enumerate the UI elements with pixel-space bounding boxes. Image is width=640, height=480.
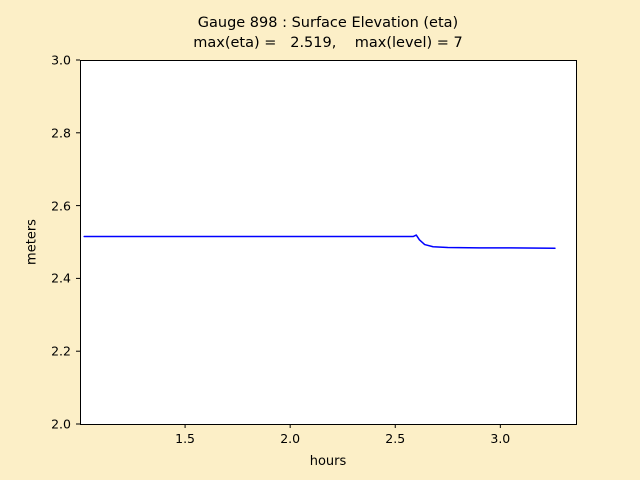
x-tick-label: 2.0 (280, 431, 301, 446)
y-tick-label: 3.0 (51, 52, 71, 68)
title-block: Gauge 898 : Surface Elevation (eta) max(… (80, 14, 576, 53)
chart-title: Gauge 898 : Surface Elevation (eta) (197, 15, 459, 31)
x-tick-label: 3.0 (490, 431, 511, 446)
x-axis-label: hours (309, 454, 347, 469)
y-tick-label: 2.8 (51, 125, 71, 141)
y-tick-label: 2.0 (51, 416, 71, 432)
data-line-eta (83, 234, 556, 249)
y-tick-label: 2.2 (51, 343, 71, 359)
x-tick-label: 1.5 (175, 431, 196, 446)
y-axis-label: meters (24, 219, 40, 265)
chart-subtitle: max(eta) = 2.519, max(level) = 7 (193, 34, 463, 51)
y-tick-label: 2.6 (51, 198, 71, 214)
x-tick-label: 2.5 (385, 431, 406, 446)
y-tick-label: 2.4 (51, 270, 71, 286)
